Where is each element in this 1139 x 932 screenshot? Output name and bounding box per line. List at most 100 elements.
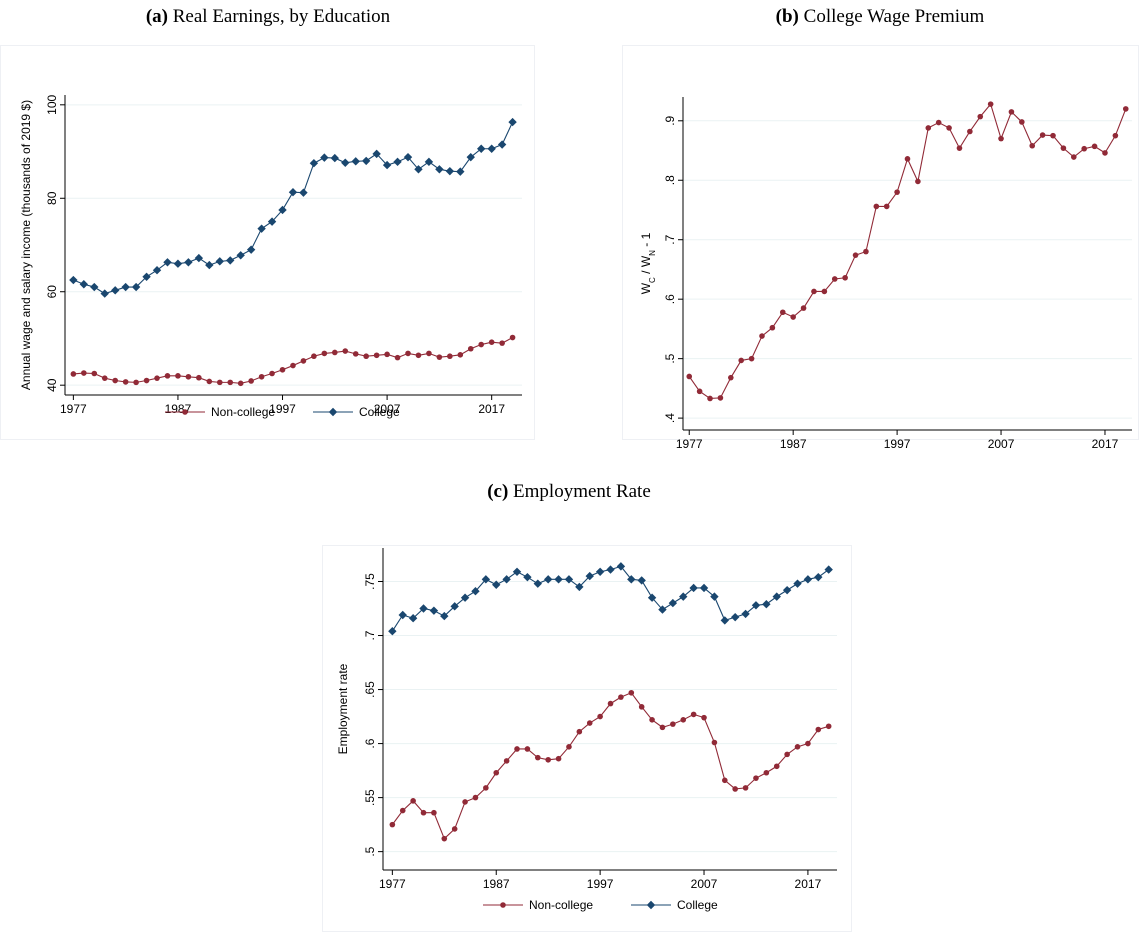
legend-label: College <box>677 898 718 912</box>
marker <box>689 583 698 593</box>
marker <box>403 152 413 162</box>
marker <box>894 189 900 195</box>
marker <box>467 345 474 352</box>
marker <box>670 721 676 727</box>
marker <box>721 777 728 784</box>
marker <box>101 375 108 381</box>
marker <box>576 728 583 735</box>
marker <box>707 395 713 402</box>
panel-frame <box>622 45 1139 440</box>
marker <box>236 251 245 260</box>
marker <box>784 751 790 758</box>
marker <box>946 125 952 131</box>
marker <box>779 309 786 316</box>
marker <box>248 378 254 384</box>
marker <box>805 740 811 747</box>
panel-title-text: College Wage Premium <box>804 6 985 27</box>
marker <box>915 178 921 185</box>
y-axis-label-part: W <box>639 282 653 294</box>
marker <box>998 135 1004 142</box>
marker <box>352 351 359 357</box>
x-tick-label: 2017 <box>478 402 505 416</box>
marker <box>175 373 181 379</box>
marker <box>803 575 813 584</box>
marker <box>363 353 369 360</box>
marker <box>472 794 479 801</box>
marker <box>278 205 287 215</box>
marker <box>290 362 296 369</box>
y-axis-label-part: - 1 <box>639 232 653 250</box>
y-axis-label-part: C <box>648 277 657 283</box>
marker <box>1060 145 1067 151</box>
marker <box>440 611 449 621</box>
marker <box>773 763 780 770</box>
legend-label: Non-college <box>211 405 275 419</box>
marker <box>398 610 407 620</box>
marker <box>205 260 214 270</box>
panel-label: (b) <box>776 6 799 27</box>
marker <box>481 575 491 584</box>
marker <box>269 370 275 377</box>
y-axis-label-part: Annual wage and salary income (thousands… <box>19 100 33 390</box>
marker <box>606 565 615 574</box>
marker <box>342 348 349 354</box>
marker <box>462 799 468 805</box>
marker <box>1070 154 1077 160</box>
marker <box>821 288 828 295</box>
marker <box>649 717 655 723</box>
marker <box>154 375 160 381</box>
series-line <box>73 337 513 384</box>
marker <box>748 355 755 362</box>
marker <box>543 575 553 584</box>
marker <box>330 153 340 163</box>
marker <box>451 826 458 832</box>
marker <box>499 340 505 346</box>
marker <box>497 140 507 149</box>
marker <box>699 583 709 593</box>
y-tick-label: .7 <box>363 630 377 640</box>
x-tick-label: 2007 <box>691 877 718 891</box>
marker <box>237 380 244 387</box>
x-tick-label: 1987 <box>165 402 192 416</box>
series-line <box>391 692 829 840</box>
y-axis-label: Annual wage and salary income (thousands… <box>19 100 33 390</box>
marker <box>753 775 759 781</box>
marker <box>763 769 770 776</box>
marker <box>373 352 380 359</box>
legend-label: College <box>359 405 400 419</box>
marker <box>647 593 657 602</box>
marker <box>483 785 489 791</box>
marker <box>790 314 796 320</box>
marker <box>793 579 802 588</box>
marker <box>638 704 645 710</box>
y-axis-label-part: / W <box>639 255 653 277</box>
marker <box>1112 132 1119 139</box>
marker <box>597 713 603 720</box>
marker <box>575 582 584 592</box>
marker <box>419 604 428 613</box>
panel-label: (c) <box>487 481 508 502</box>
marker <box>824 565 833 574</box>
marker <box>351 157 360 166</box>
marker <box>904 156 911 162</box>
marker <box>447 353 453 360</box>
marker <box>732 786 738 792</box>
panel-title-text: Employment Rate <box>513 481 651 502</box>
marker <box>450 602 459 611</box>
marker <box>680 717 687 723</box>
marker <box>616 562 626 571</box>
x-tick-label: 1977 <box>60 402 87 416</box>
marker <box>668 598 678 608</box>
marker <box>512 567 522 576</box>
marker <box>534 754 541 761</box>
marker <box>566 744 572 750</box>
marker <box>415 352 422 359</box>
marker <box>408 614 418 623</box>
marker <box>720 616 729 625</box>
marker <box>1050 132 1056 139</box>
series-line <box>391 565 830 632</box>
y-tick-label: 80 <box>45 191 59 205</box>
marker <box>701 714 707 721</box>
x-tick-label: 1977 <box>676 437 703 451</box>
